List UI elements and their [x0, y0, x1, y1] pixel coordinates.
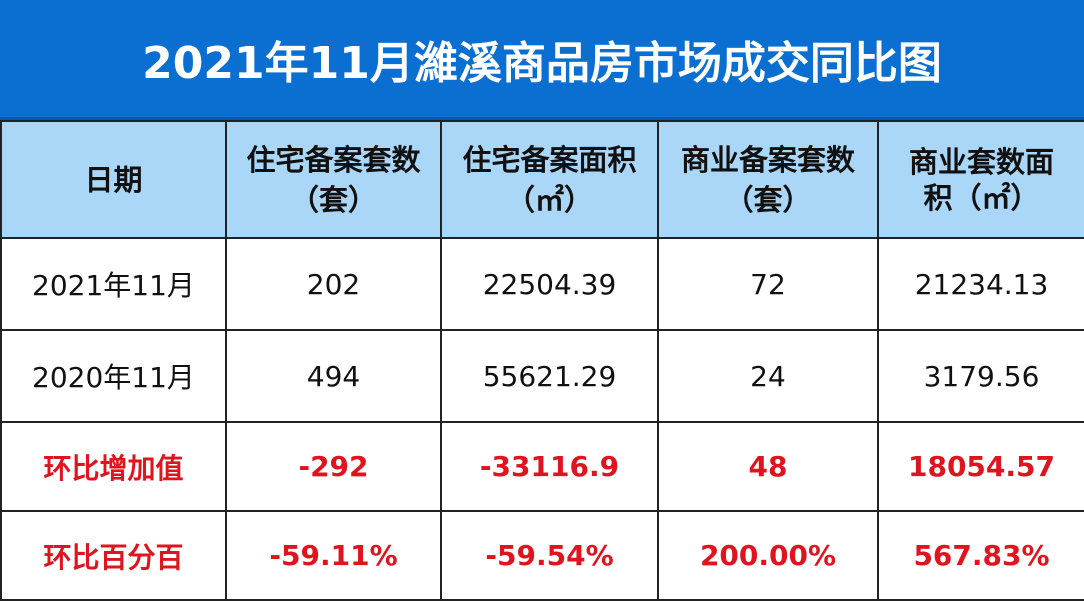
- header-commercial-units: 商业备案套数 （套）: [657, 120, 879, 239]
- header-unit: （套）: [289, 182, 377, 217]
- table-row: 2020年11月 494 55621.29 24 3179.56: [0, 329, 1084, 423]
- header-unit: （套）: [724, 182, 812, 217]
- cell: 22504.39: [440, 237, 659, 331]
- cell: 2020年11月: [0, 329, 227, 423]
- page-title: 2021年11月濰溪商品房市场成交同比图: [0, 0, 1084, 120]
- cell: 494: [225, 329, 442, 423]
- cell: 55621.29: [440, 329, 659, 423]
- cell: 567.83%: [877, 510, 1084, 601]
- cell: 18054.57: [877, 421, 1084, 512]
- cell: -59.54%: [440, 510, 659, 601]
- cell: 72: [657, 237, 879, 331]
- cell: -59.11%: [225, 510, 442, 601]
- cell: 环比百分百: [0, 510, 227, 601]
- cell: 200.00%: [657, 510, 879, 601]
- data-table: 日期 住宅备案套数 （套） 住宅备案面积 （㎡） 商业备案套数 （套） 商业套数面积（…: [0, 120, 1084, 601]
- cell: 3179.56: [877, 329, 1084, 423]
- header-commercial-area: 商业套数面积（㎡）: [877, 120, 1084, 239]
- header-residential-units: 住宅备案套数 （套）: [225, 120, 442, 239]
- header-label: 住宅备案面积: [462, 142, 637, 177]
- cell: -33116.9: [440, 421, 659, 512]
- header-label: 住宅备案套数: [246, 142, 421, 177]
- header-residential-area: 住宅备案面积 （㎡）: [440, 120, 659, 239]
- table-row: 环比增加值 -292 -33116.9 48 18054.57: [0, 421, 1084, 512]
- table-row: 环比百分百 -59.11% -59.54% 200.00% 567.83%: [0, 510, 1084, 601]
- header-date: 日期: [0, 120, 227, 239]
- header-label: 商业备案套数: [680, 142, 855, 177]
- header-unit: （㎡）: [505, 182, 593, 217]
- header-row: 日期 住宅备案套数 （套） 住宅备案面积 （㎡） 商业备案套数 （套） 商业套数面积（…: [0, 120, 1084, 239]
- cell: 24: [657, 329, 879, 423]
- cell: 21234.13: [877, 237, 1084, 331]
- cell: 48: [657, 421, 879, 512]
- cell: 202: [225, 237, 442, 331]
- header-label: 日期: [84, 162, 143, 197]
- table-row: 2021年11月 202 22504.39 72 21234.13: [0, 237, 1084, 331]
- header-label: 商业套数面积（㎡）: [908, 144, 1054, 215]
- cell: 2021年11月: [0, 237, 227, 331]
- cell: -292: [225, 421, 442, 512]
- cell: 环比增加值: [0, 421, 227, 512]
